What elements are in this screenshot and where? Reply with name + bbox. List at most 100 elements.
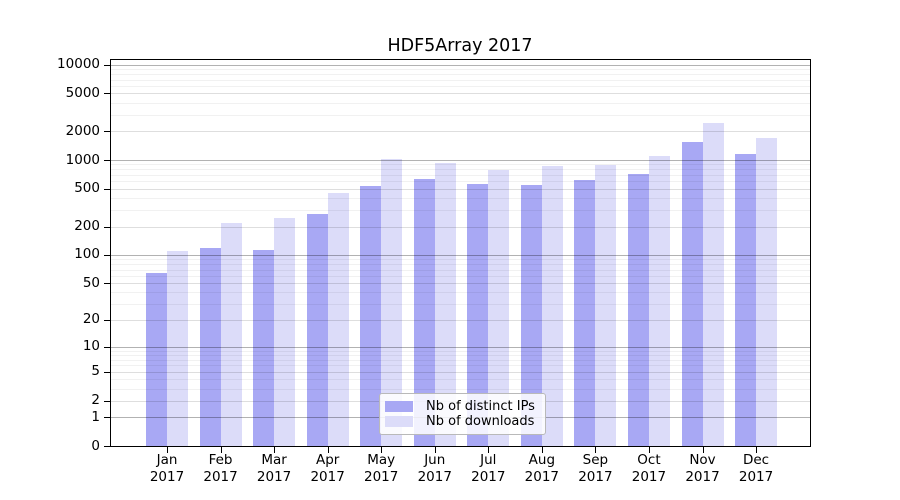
axis-top	[110, 59, 811, 60]
y-tick-mark	[104, 346, 110, 348]
y-tick-label: 5000	[65, 84, 100, 101]
y-tick-mark	[104, 64, 110, 66]
bar-downloads-dec	[756, 137, 778, 446]
gridline-minor	[110, 359, 810, 361]
bar-downloads-nov	[702, 123, 724, 446]
x-tick-label-apr: Apr 2017	[310, 452, 345, 485]
bar-distinct-ips-apr	[306, 214, 328, 446]
gridline-minor	[110, 181, 810, 183]
bar-distinct-ips-jun	[413, 179, 435, 446]
gridline-minor	[110, 303, 810, 305]
legend-swatch-distinct-ips	[385, 401, 413, 412]
gridline-mid	[110, 188, 810, 190]
x-tick-mark	[595, 447, 597, 453]
gridline-mid	[110, 93, 810, 95]
bar-distinct-ips-dec	[735, 153, 757, 446]
y-tick-mark	[104, 131, 110, 133]
gridline-minor	[110, 355, 810, 357]
gridline-minor	[110, 174, 810, 176]
y-tick-label: 500	[74, 180, 100, 197]
bar-distinct-ips-sep	[574, 180, 596, 446]
gridline-minor	[110, 388, 810, 390]
y-tick-mark	[104, 254, 110, 256]
legend-item-downloads: Nb of downloads	[385, 414, 539, 429]
y-tick-label: 1	[91, 408, 100, 425]
bar-downloads-jan	[167, 250, 188, 446]
axis-bottom	[110, 446, 811, 447]
gridline-minor	[110, 85, 810, 87]
y-tick-mark	[104, 188, 110, 190]
gridline-minor	[110, 74, 810, 76]
y-tick-mark	[104, 93, 110, 95]
axis-right	[810, 59, 811, 447]
x-tick-mark	[167, 447, 168, 453]
bar-distinct-ips-mar	[253, 249, 275, 446]
bar-distinct-ips-nov	[681, 141, 703, 446]
bar-distinct-ips-feb	[199, 247, 221, 446]
y-tick-label: 50	[82, 274, 100, 291]
x-tick-mark	[434, 447, 436, 453]
bar-downloads-may	[381, 159, 403, 446]
gridline-minor	[110, 275, 810, 277]
bar-distinct-ips-jul	[467, 184, 489, 446]
y-tick-label: 10	[82, 338, 100, 355]
y-tick-mark	[104, 400, 110, 402]
bar-downloads-jul	[488, 170, 510, 446]
y-tick-mark	[104, 283, 110, 285]
chart-title: HDF5Array 2017	[387, 36, 533, 56]
gridline-minor	[110, 209, 810, 211]
bar-downloads-oct	[648, 156, 670, 446]
bar-distinct-ips-oct	[627, 174, 649, 446]
bar-downloads-mar	[274, 217, 296, 446]
y-tick-mark	[104, 160, 110, 162]
y-tick-label: 5	[91, 363, 100, 380]
y-tick-label: 2000	[65, 122, 100, 139]
gridline-mid	[110, 131, 810, 133]
y-tick-label: 2	[91, 392, 100, 409]
gridline-minor	[110, 69, 810, 71]
legend-swatch-downloads	[385, 416, 413, 427]
x-tick-label-nov: Nov 2017	[685, 452, 720, 485]
y-tick-label: 200	[74, 218, 100, 234]
x-tick-mark	[541, 447, 543, 453]
gridline-major	[110, 346, 810, 348]
bar-distinct-ips-may	[360, 185, 382, 446]
bar-downloads-apr	[327, 192, 349, 446]
x-tick-label-sep: Sep 2017	[578, 452, 613, 485]
y-tick-label: 20	[82, 311, 100, 328]
gridline-minor	[110, 102, 810, 104]
gridline-minor	[110, 292, 810, 294]
x-tick-label-feb: Feb 2017	[203, 452, 238, 485]
gridline-mid	[110, 283, 810, 285]
gridline-mid	[110, 319, 810, 321]
legend-label-downloads: Nb of downloads	[426, 414, 535, 429]
x-tick-label-dec: Dec 2017	[738, 452, 774, 485]
legend: Nb of distinct IPs Nb of downloads	[379, 393, 546, 435]
gridline-minor	[110, 114, 810, 116]
y-tick-mark	[104, 446, 110, 447]
gridline-minor	[110, 365, 810, 367]
x-tick-label-mar: Mar 2017	[256, 452, 292, 485]
bar-distinct-ips-jan	[146, 272, 167, 446]
y-tick-mark	[104, 319, 110, 321]
y-tick-mark	[104, 417, 110, 419]
y-tick-mark	[104, 226, 110, 228]
gridline-mid	[110, 371, 810, 373]
legend-item-distinct-ips: Nb of distinct IPs	[385, 399, 539, 414]
gridline-mid	[110, 226, 810, 228]
x-tick-mark	[648, 447, 650, 453]
legend-label-distinct-ips: Nb of distinct IPs	[426, 399, 535, 414]
gridline-minor	[110, 164, 810, 166]
gridline-minor	[110, 79, 810, 81]
gridline-major	[110, 64, 810, 66]
y-tick-label: 10000	[57, 56, 100, 73]
x-tick-label-jul: Jul 2017	[471, 452, 506, 485]
gridline-major	[110, 160, 810, 162]
bar-downloads-jun	[434, 163, 456, 446]
bar-downloads-aug	[541, 165, 563, 446]
bar-downloads-feb	[220, 222, 242, 446]
y-tick-mark	[104, 371, 110, 373]
gridline-minor	[110, 264, 810, 266]
